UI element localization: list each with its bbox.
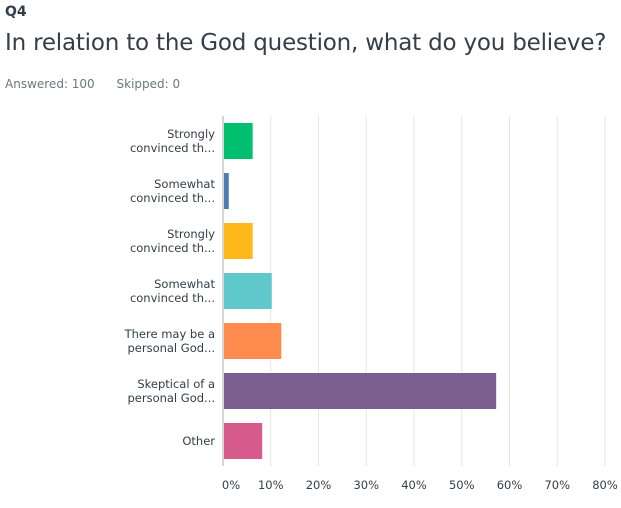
x-tick-label: 80% — [592, 478, 618, 492]
question-number: Q4 — [5, 4, 27, 20]
category-label: Strongly — [167, 227, 215, 241]
bar — [224, 223, 253, 259]
skipped-count: Skipped: 0 — [116, 77, 181, 91]
x-tick-label: 10% — [258, 478, 284, 492]
category-label: convinced th... — [130, 291, 215, 305]
bar — [224, 273, 272, 309]
bar — [224, 373, 497, 409]
x-tick-label: 0% — [222, 478, 240, 492]
bar — [224, 123, 253, 159]
bar — [224, 423, 263, 459]
category-label: Other — [182, 434, 215, 448]
category-label: Skeptical of a — [137, 377, 215, 391]
response-stats: Answered: 100 Skipped: 0 — [5, 77, 198, 91]
bar — [224, 173, 229, 209]
x-tick-label: 70% — [544, 478, 570, 492]
category-label: convinced th... — [130, 191, 215, 205]
answered-count: Answered: 100 — [5, 77, 95, 91]
category-label: convinced th... — [130, 141, 215, 155]
x-tick-label: 50% — [449, 478, 475, 492]
category-label: There may be a — [124, 327, 215, 341]
x-tick-label: 30% — [353, 478, 379, 492]
category-label: personal God... — [127, 341, 215, 355]
x-tick-label: 20% — [306, 478, 332, 492]
category-label: Somewhat — [154, 177, 215, 191]
category-label: personal God... — [127, 391, 215, 405]
x-tick-label: 40% — [401, 478, 427, 492]
category-label: Strongly — [167, 127, 215, 141]
x-tick-label: 60% — [497, 478, 523, 492]
category-label: convinced th... — [130, 241, 215, 255]
bar — [224, 323, 282, 359]
question-title: In relation to the God question, what do… — [5, 30, 607, 56]
category-label: Somewhat — [154, 277, 215, 291]
